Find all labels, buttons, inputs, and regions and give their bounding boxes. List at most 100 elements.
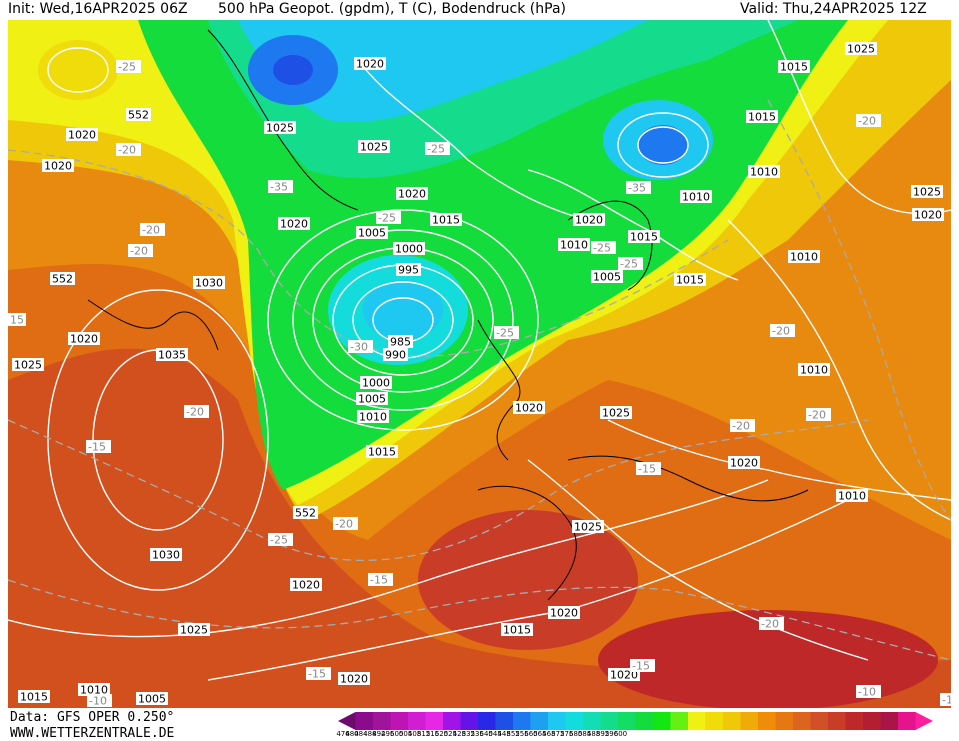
colorbar-swatch: [408, 712, 426, 730]
pressure-label-box: [746, 110, 778, 123]
pressure-label-box: [156, 348, 188, 361]
coastline-iberia: [477, 485, 577, 601]
geopotential-label-box: [50, 272, 75, 285]
temperature-label: -20: [335, 518, 353, 531]
geopotential-label-box: [293, 506, 318, 519]
pressure-label-box: [591, 270, 623, 283]
temperature-label: -10: [858, 686, 876, 699]
coastline-britain: [477, 319, 521, 461]
temperature-label: -10: [942, 694, 951, 707]
temperature-label-box: [268, 533, 293, 546]
temperature-label-box: [376, 211, 401, 224]
pressure-label: 990: [385, 349, 406, 362]
temperature-label-box: [425, 142, 450, 155]
colorbar-swatch: [548, 712, 566, 730]
colorbar-tick-label: 500: [390, 730, 404, 738]
colorbar-tick-label: 516: [425, 730, 440, 738]
temperature-label: -20: [761, 618, 779, 631]
pressure-label: 1015: [676, 274, 704, 287]
colorbar-swatch: [583, 712, 601, 730]
pressure-label: 1020: [280, 218, 308, 231]
pressure-label: 1020: [68, 129, 96, 142]
temperature-label: -20: [732, 420, 750, 433]
colorbar-tick-label: 504: [398, 730, 413, 738]
pressure-label-box: [788, 250, 820, 263]
temperature-label: -20: [808, 409, 826, 422]
pressure-label: 1015: [748, 111, 776, 124]
data-source: Data: GFS OPER 0.250°: [10, 710, 175, 725]
pressure-label-box: [396, 263, 421, 276]
pressure-label: 1020: [550, 607, 578, 620]
pressure-label: 1020: [44, 160, 72, 173]
pressure-label-box: [78, 683, 110, 696]
temperature-label-box: [730, 419, 755, 432]
colorbar-swatch: [338, 712, 356, 730]
header-bar: Init: Wed,16APR2025 06Z 500 hPa Geopot. …: [0, 0, 959, 20]
colorbar-tick-label: 556: [515, 730, 529, 738]
colorbar-tick-label: 588: [586, 730, 601, 738]
pressure-label: 1015: [368, 446, 396, 459]
colorbar-swatch: [653, 712, 671, 730]
pressure-label-box: [290, 578, 322, 591]
geopotential-label: 552: [52, 273, 73, 286]
temperature-label-box: [348, 340, 373, 353]
low-core-blue: [363, 280, 443, 340]
colorbar-swatch: [863, 712, 881, 730]
colorbar-tick-label: 576: [560, 730, 574, 738]
coastline-newfoundland: [87, 299, 219, 351]
colorbar-swatch: [460, 712, 479, 730]
temperature-label: -10: [89, 695, 107, 708]
isobar: [267, 209, 539, 431]
pressure-label: 1025: [913, 186, 941, 199]
pressure-label-box: [356, 226, 388, 239]
pressure-label-box: [383, 348, 408, 361]
temperature-label-box: [618, 257, 643, 270]
colorbar-tick-label: 572: [551, 730, 565, 738]
colorbar-tick-label: 496: [381, 730, 395, 738]
colorbar-swatch: [635, 712, 654, 730]
pressure-label-box: [264, 121, 296, 134]
pressure-label: 1000: [362, 377, 390, 390]
pressure-label: 1010: [800, 364, 828, 377]
temperature-label: -35: [270, 181, 288, 194]
pressure-labels: 1025 1020 1015 1020 1025 1020 1025 1015 1010 1020…: [12, 42, 944, 706]
coastline-mediterranean: [567, 455, 809, 502]
pressure-label-box: [600, 406, 632, 419]
pressure-label-box: [501, 623, 533, 636]
colorbar-swatch: [758, 712, 776, 730]
temperature-label: 15: [10, 314, 24, 327]
temperature-label-box: [306, 667, 331, 680]
temperature-label-box: [116, 143, 141, 156]
coastline-scandinavia: [567, 200, 653, 291]
colorbar-tick-label: 568: [542, 730, 556, 738]
colorbar-swatch: [495, 712, 514, 730]
geopotential-label: 552: [295, 507, 316, 520]
colorbar-swatch: [845, 712, 864, 730]
colorbar-swatch: [618, 712, 636, 730]
colorbar-tick-label: 548: [497, 730, 511, 738]
pressure-label: 985: [390, 336, 411, 349]
temperature-label-box: [116, 60, 141, 73]
temperature-label: -20: [142, 224, 160, 237]
pressure-label: 1025: [14, 359, 42, 372]
pressure-label-box: [748, 165, 780, 178]
pressure-label-box: [393, 242, 425, 255]
coastline-greenland: [207, 29, 359, 211]
temperature-label-box: [184, 405, 209, 418]
pressure-label-box: [778, 60, 810, 73]
temperature-label: -25: [593, 242, 611, 255]
map-title: 500 hPa Geopot. (gpdm), T (C), Bodendruc…: [218, 1, 566, 17]
pressure-label: 1025: [180, 624, 208, 637]
colorbar-swatch: [740, 712, 759, 730]
temperature-label: -20: [118, 144, 136, 157]
colorbar: [338, 712, 933, 730]
temperature-label-box: [268, 180, 293, 193]
pressure-label: 1020: [515, 402, 543, 415]
colorbar-swatch: [600, 712, 619, 730]
pressure-label: 1025: [847, 43, 875, 56]
pressure-label-box: [911, 185, 943, 198]
pressure-label: 1035: [158, 349, 186, 362]
temperature-label-box: [770, 324, 795, 337]
isotherm: [8, 419, 869, 562]
colorbar-swatch: [810, 712, 829, 730]
